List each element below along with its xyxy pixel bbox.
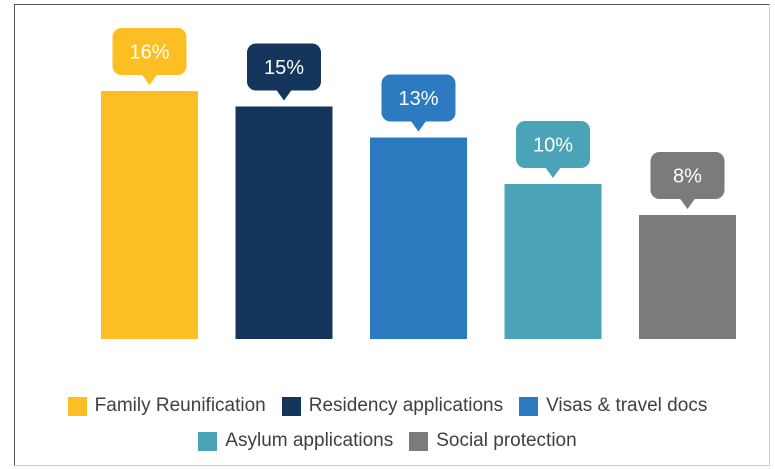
legend-item-asylum-applications: Asylum applications: [198, 430, 393, 452]
legend-swatch: [67, 396, 87, 416]
legend-item-social-protection: Social protection: [409, 430, 577, 452]
legend-label: Residency applications: [308, 395, 504, 416]
data-label: 16%: [129, 42, 169, 64]
legend-label: Visas & travel docs: [546, 395, 708, 416]
legend-row-2: Asylum applications Social protection: [0, 430, 775, 452]
data-label-bubble: [112, 28, 187, 75]
legend-label: Asylum applications: [225, 430, 394, 451]
bar-1: [101, 91, 198, 339]
data-label-pointer: [141, 74, 158, 85]
data-label-bubble: [650, 152, 725, 199]
data-label-pointer: [276, 89, 292, 101]
bar-4: [504, 184, 602, 339]
data-label: 13%: [398, 88, 438, 110]
legend-row-1: Family Reunification Residency applicati…: [0, 395, 775, 417]
data-label: 10%: [533, 135, 573, 157]
legend-item-family-reunification: Family Reunification: [67, 395, 266, 417]
bar-3: [370, 137, 467, 339]
data-label-pointer: [679, 198, 696, 209]
data-label-bubble: [516, 121, 590, 168]
data-label-pointer: [410, 120, 427, 132]
legend-item-residency-applications: Residency applications: [281, 395, 504, 417]
legend-swatch: [409, 431, 429, 451]
legend-swatch: [198, 431, 218, 451]
legend-label: Social protection: [436, 430, 577, 451]
data-label-pointer: [545, 167, 561, 178]
bar-2: [235, 106, 333, 339]
legend-swatch: [281, 396, 301, 416]
data-label: 8%: [673, 166, 702, 188]
legend-item-visas-travel-docs: Visas & travel docs: [519, 395, 707, 417]
data-label: 15%: [264, 57, 304, 79]
legend-label: Family Reunification: [94, 395, 266, 416]
bar-5: [639, 215, 736, 339]
data-label-bubble: [381, 74, 456, 122]
data-label-bubble: [247, 43, 321, 91]
legend-swatch: [519, 396, 539, 416]
